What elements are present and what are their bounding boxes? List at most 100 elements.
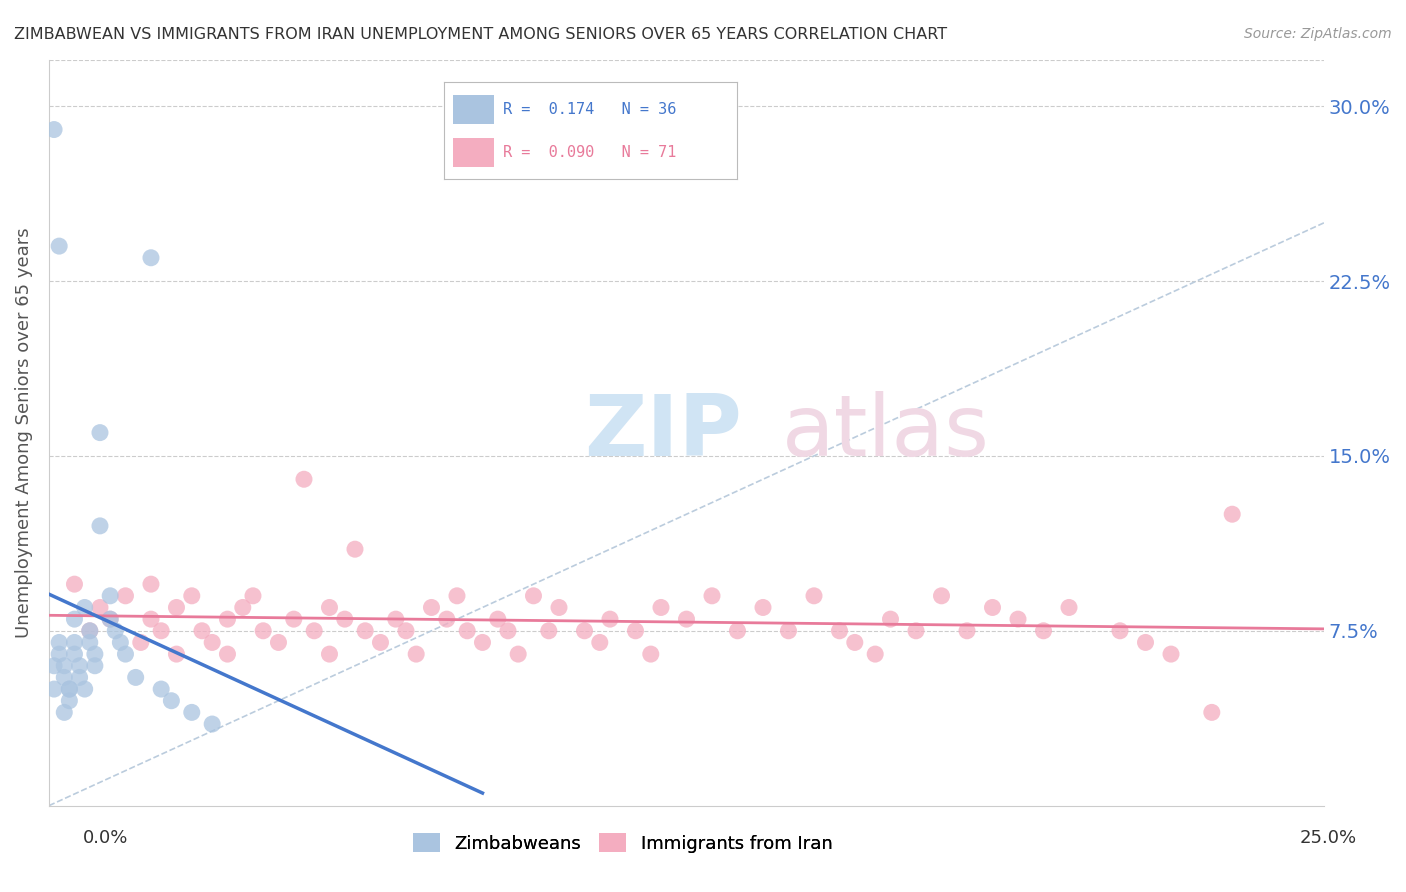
Point <box>110 635 132 649</box>
Point <box>599 612 621 626</box>
Point <box>79 624 101 638</box>
Point <box>302 624 325 638</box>
Point <box>166 647 188 661</box>
Point <box>58 694 80 708</box>
Point <box>63 577 86 591</box>
Point <box>129 635 152 649</box>
Point <box>675 612 697 626</box>
Point <box>69 670 91 684</box>
Point <box>150 624 173 638</box>
Text: 25.0%: 25.0% <box>1301 829 1357 847</box>
Text: ZIMBABWEAN VS IMMIGRANTS FROM IRAN UNEMPLOYMENT AMONG SENIORS OVER 65 YEARS CORR: ZIMBABWEAN VS IMMIGRANTS FROM IRAN UNEMP… <box>14 27 948 42</box>
Point <box>73 682 96 697</box>
Point <box>548 600 571 615</box>
Point <box>700 589 723 603</box>
Point <box>232 600 254 615</box>
Point <box>42 658 65 673</box>
Point <box>98 589 121 603</box>
Point <box>1135 635 1157 649</box>
Point <box>283 612 305 626</box>
Point <box>879 612 901 626</box>
Point <box>333 612 356 626</box>
Point <box>139 612 162 626</box>
Point <box>863 647 886 661</box>
Point <box>640 647 662 661</box>
Point <box>58 682 80 697</box>
Point <box>114 589 136 603</box>
Point <box>98 612 121 626</box>
Point <box>904 624 927 638</box>
Point <box>53 658 76 673</box>
Point <box>803 589 825 603</box>
Point <box>79 635 101 649</box>
Point <box>191 624 214 638</box>
Point <box>370 635 392 649</box>
Point <box>292 472 315 486</box>
Point <box>217 647 239 661</box>
Point <box>89 519 111 533</box>
Point <box>650 600 672 615</box>
Point <box>98 612 121 626</box>
Point <box>48 635 70 649</box>
Point <box>405 647 427 661</box>
Point <box>537 624 560 638</box>
Point <box>267 635 290 649</box>
Point <box>166 600 188 615</box>
Point <box>778 624 800 638</box>
Point <box>395 624 418 638</box>
Point <box>1109 624 1132 638</box>
Point <box>508 647 530 661</box>
Point <box>89 600 111 615</box>
Point <box>471 635 494 649</box>
Point <box>217 612 239 626</box>
Point <box>589 635 612 649</box>
Point <box>139 251 162 265</box>
Point <box>201 717 224 731</box>
Point <box>1032 624 1054 638</box>
Point <box>1201 706 1223 720</box>
Point <box>150 682 173 697</box>
Point <box>180 589 202 603</box>
Point <box>624 624 647 638</box>
Point <box>844 635 866 649</box>
Point <box>104 624 127 638</box>
Point <box>160 694 183 708</box>
Point <box>53 706 76 720</box>
Point <box>752 600 775 615</box>
Point <box>574 624 596 638</box>
Text: atlas: atlas <box>782 391 990 475</box>
Point <box>114 647 136 661</box>
Point <box>124 670 146 684</box>
Point <box>63 647 86 661</box>
Point <box>496 624 519 638</box>
Y-axis label: Unemployment Among Seniors over 65 years: Unemployment Among Seniors over 65 years <box>15 227 32 638</box>
Point <box>1057 600 1080 615</box>
Point <box>180 706 202 720</box>
Text: Source: ZipAtlas.com: Source: ZipAtlas.com <box>1244 27 1392 41</box>
Point <box>956 624 979 638</box>
Point <box>446 589 468 603</box>
Point <box>981 600 1004 615</box>
Point <box>384 612 406 626</box>
Point <box>242 589 264 603</box>
Point <box>73 600 96 615</box>
Legend: Zimbabweans, Immigrants from Iran: Zimbabweans, Immigrants from Iran <box>406 826 839 860</box>
Point <box>354 624 377 638</box>
Point <box>139 577 162 591</box>
Point <box>828 624 851 638</box>
Point <box>48 239 70 253</box>
Point <box>931 589 953 603</box>
Point <box>1007 612 1029 626</box>
Point <box>1220 507 1243 521</box>
Point <box>63 612 86 626</box>
Point <box>343 542 366 557</box>
Point <box>53 670 76 684</box>
Text: ZIP: ZIP <box>585 391 742 475</box>
Point <box>727 624 749 638</box>
Point <box>89 425 111 440</box>
Point <box>48 647 70 661</box>
Point <box>318 600 340 615</box>
Point <box>318 647 340 661</box>
Point <box>83 658 105 673</box>
Point <box>522 589 544 603</box>
